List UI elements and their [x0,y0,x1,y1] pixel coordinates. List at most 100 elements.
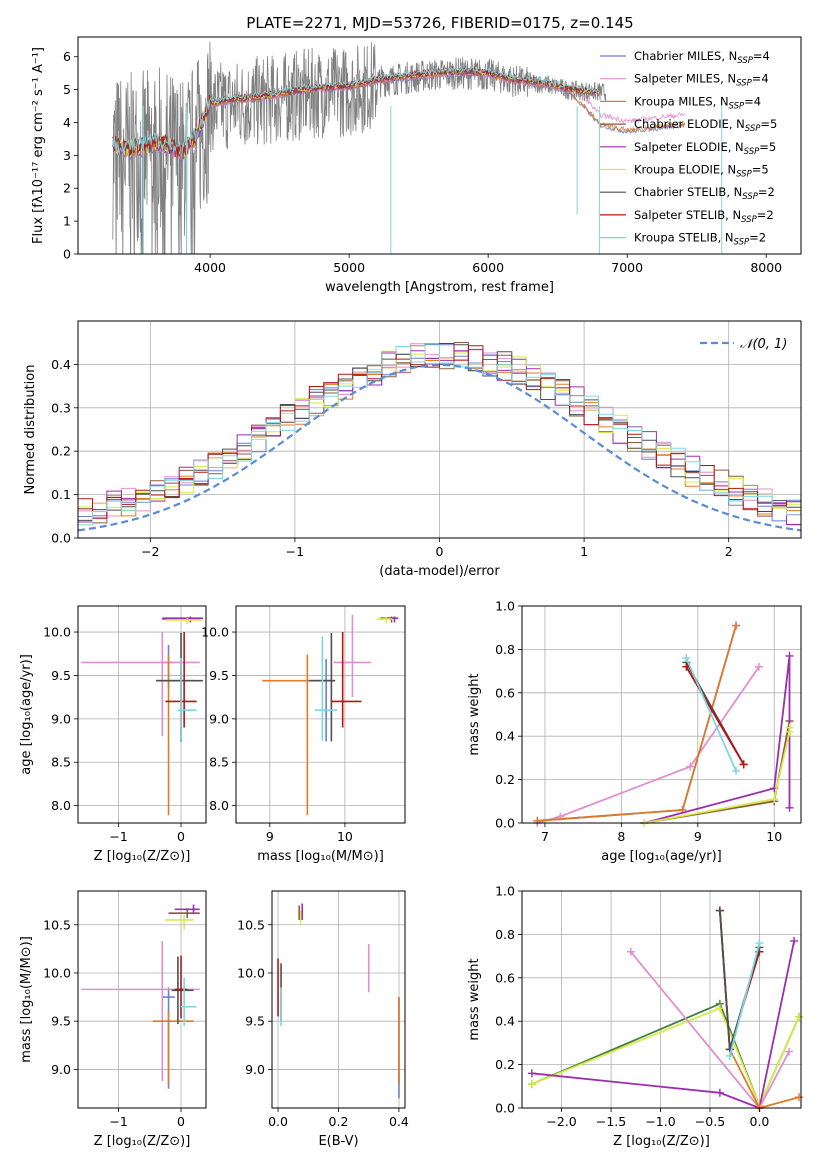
age_vs_mass-errorbars [262,614,399,816]
y-tick-label: 0.4 [495,1014,515,1029]
y-tick-label: 0.0 [495,816,515,831]
y-axis-label: mass weight [467,958,482,1040]
weight-marker-salpeter_stelib [682,662,691,671]
axes-frame [521,890,802,1109]
legend-label: Kroupa STELIB, NSSP=2 [634,231,766,248]
y-tick-label: 1.0 [495,599,515,614]
mass_vs_Z-axes [78,891,206,1108]
x-axis-label: wavelength [Angstrom, rest frame] [325,280,554,295]
y-tick-label: 0.4 [51,357,71,372]
weight-marker-kroupa_elodie [795,1012,804,1021]
y-tick-label: 10.0 [43,965,71,980]
legend-label: Chabrier ELODIE, NSSP=5 [634,117,777,134]
weight-marker-salpeter_elodie [785,803,794,812]
y-tick-label: 2 [63,181,71,196]
weight-line-kroupa_elodie [531,1007,800,1109]
mass_vs_Z-errorbars [81,904,200,1089]
y-tick-label: 0.2 [495,772,515,787]
weight_vs_Z-axes [522,890,801,1109]
y-tick-label: 9.0 [245,1062,265,1077]
y-tick-label: 8.0 [209,798,229,813]
legend-subscript: SSP [745,124,761,134]
mass_vs_ebv-frame: 0.0 0.2 0.4 9.0 9.5 10.0 10.5 E(B-V) [237,890,409,1149]
y-tick-label: 4 [63,115,71,130]
legend-subscript: SSP [741,215,757,225]
weight_vs_age-lines [533,621,794,827]
y-tick-label: 0.0 [51,531,71,546]
x-tick-label: −2.0 [546,1114,576,1129]
x-tick-label: 9 [694,829,702,844]
x-tick-label: 0 [436,544,444,559]
weight-marker-chabrier_stelib [715,906,724,915]
weight_vs_age-axes [522,605,801,824]
age_vs_Z-errorbars [81,616,203,816]
weight-marker-salpeter_miles [785,1047,794,1056]
weight-marker-kroupa_miles [795,1093,804,1102]
legend-subscript: SSP [744,147,760,157]
x-tick-label: −0.5 [695,1114,725,1129]
y-tick-label: 0.6 [495,685,515,700]
y-tick-label: 0.8 [495,642,515,657]
weight-marker-salpeter_elodie [715,1088,724,1097]
y-tick-label: 0.0 [495,1101,515,1116]
legend-label: Chabrier STELIB, NSSP=2 [634,185,775,202]
y-axis-label: age [log₁₀(age/yr)] [19,654,34,775]
residual-histograms [78,342,801,532]
age_vs_mass-axes [236,606,405,823]
x-tick-label: −1 [286,544,304,559]
y-tick-label: 0.8 [495,927,515,942]
x-tick-label: 0.4 [389,1114,409,1129]
y-tick-label: 9.5 [51,668,71,683]
x-axis-label: Z [log₁₀(Z/Z⊙)] [94,1134,191,1149]
weight-line-salpeter_elodie [644,655,791,824]
x-tick-label: 9 [266,829,274,844]
mass_vs_ebv-axes [272,891,405,1108]
y-tick-label: 5 [63,82,71,97]
x-tick-label: 7 [541,829,549,844]
weight-marker-salpeter_stelib [739,760,748,769]
y-tick-label: 8.0 [51,798,71,813]
x-axis-label: Z [log₁₀(Z/Z⊙)] [94,849,191,864]
model-line-kroupa_stelib [112,65,600,158]
legend-tail: =2 [749,231,766,245]
weight-line-salpeter_miles [537,666,760,824]
spectrum-frame: 4000 5000 6000 7000 8000 0 1 2 3 4 5 6 wavelength [A… [31,36,802,295]
y-tick-label: 10.0 [201,625,229,640]
y-tick-label: 0.2 [495,1057,515,1072]
age_vs_Z-frame: −1 0 8.0 8.5 9.0 9.5 10.0 Z [log₁₀(Z/Z⊙)] age [l… [19,605,207,864]
axes-frame [235,605,406,824]
legend-tail: =4 [752,72,769,86]
weight-line-kroupa_stelib [728,942,761,1057]
x-tick-label: 8 [617,829,625,844]
y-tick-label: 10.0 [237,965,265,980]
weight-line-kroupa_miles [537,625,737,822]
x-tick-label: 10 [337,829,353,844]
y-tick-label: 0.3 [51,400,71,415]
weight-marker-salpeter_elodie [790,936,799,945]
x-tick-label: 0 [177,829,185,844]
legend-tail: =5 [760,117,777,131]
y-tick-label: 9.5 [51,1014,71,1029]
residuals-frame: −2 −1 0 1 2 0.0 0.1 0.2 0.3 0.4 (data-model)/error… [23,320,802,579]
y-axis-label: Normed distribution [23,365,38,495]
y-tick-label: 9.0 [51,711,71,726]
weight-marker-salpeter_miles [626,947,635,956]
x-tick-label: −1 [109,829,127,844]
x-axis-label: E(B-V) [318,1134,358,1149]
y-tick-label: 10.0 [43,625,71,640]
legend-subscript: SSP [742,192,758,202]
weight-marker-kroupa_elodie [785,723,794,732]
y-tick-label: 8.5 [51,755,71,770]
y-tick-label: 0.6 [495,970,515,985]
weight-line-salpeter_stelib [719,910,761,1050]
x-tick-label: 8000 [750,260,782,275]
x-tick-label: −2 [141,544,159,559]
weight-marker-kroupa_stelib [732,766,741,775]
legend-tail: =5 [752,163,769,177]
x-axis-label: age [log₁₀(age/yr)] [601,849,722,864]
legend-subscript: SSP [736,170,752,180]
y-axis-label: mass [log₁₀(M/M⊙)] [19,936,34,1063]
x-axis-label: Z [log₁₀(Z/Z⊙)] [613,1134,710,1149]
legend-label: Kroupa ELODIE, NSSP=5 [634,163,769,180]
y-tick-label: 10.5 [237,917,265,932]
